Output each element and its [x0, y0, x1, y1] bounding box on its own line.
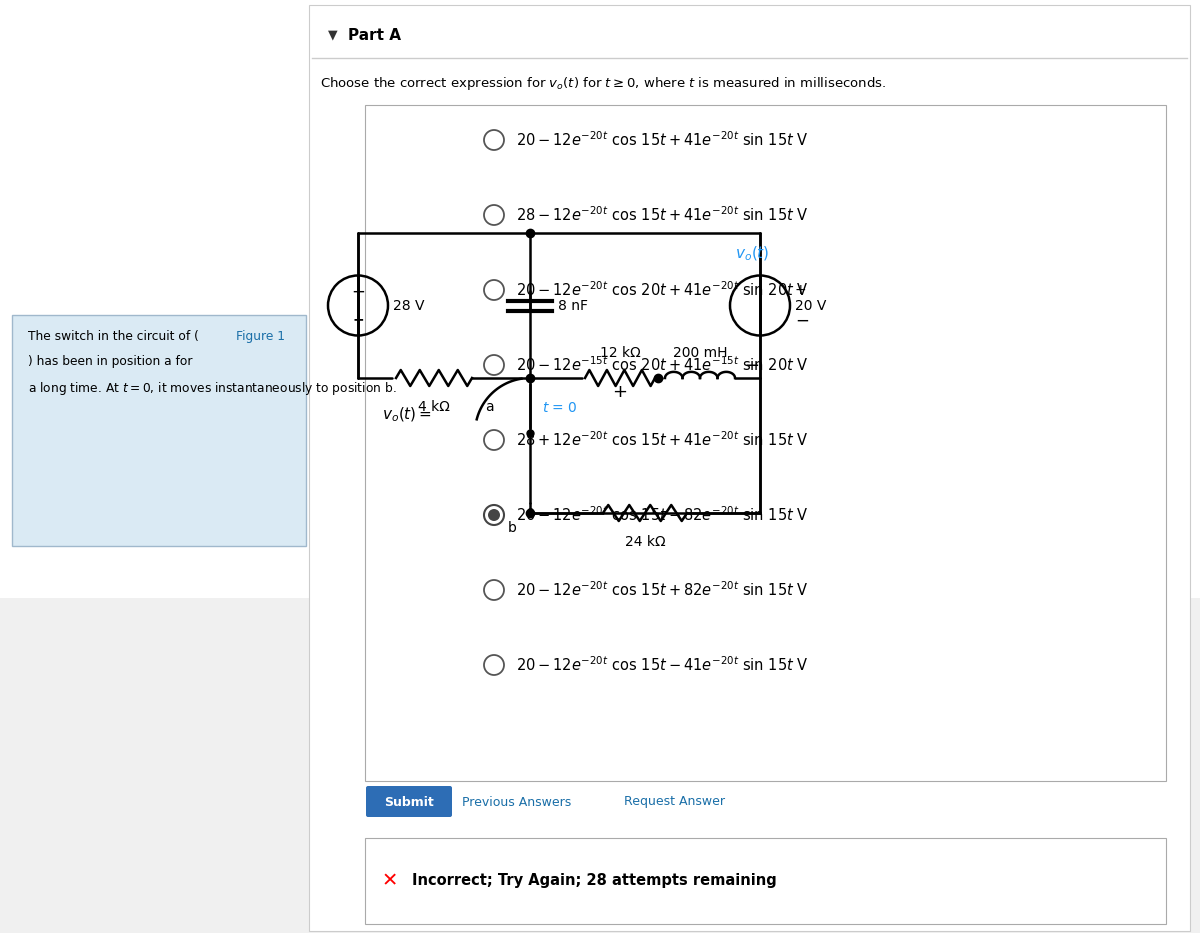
- Text: ✕: ✕: [382, 871, 398, 890]
- Text: +: +: [612, 383, 628, 401]
- Text: Incorrect; Try Again; 28 attempts remaining: Incorrect; Try Again; 28 attempts remain…: [412, 873, 776, 888]
- Text: 4 kΩ: 4 kΩ: [418, 400, 450, 414]
- Text: −: −: [744, 357, 760, 375]
- Text: +: +: [796, 284, 806, 298]
- FancyBboxPatch shape: [365, 838, 1166, 924]
- Text: Part A: Part A: [348, 28, 401, 43]
- Text: 24 kΩ: 24 kΩ: [625, 535, 665, 549]
- Text: 8 nF: 8 nF: [558, 299, 588, 313]
- Text: $28 + 12e^{-20t}$ cos $15t + 41e^{-20t}$ sin $15t$ V: $28 + 12e^{-20t}$ cos $15t + 41e^{-20t}$…: [516, 431, 809, 450]
- Text: The switch in the circuit of (: The switch in the circuit of (: [28, 330, 199, 343]
- Text: a long time. At $t = 0$, it moves instantaneously to position b.: a long time. At $t = 0$, it moves instan…: [28, 380, 396, 397]
- Text: $v_o(t)$: $v_o(t)$: [734, 245, 769, 263]
- Text: 28 V: 28 V: [394, 299, 425, 313]
- Text: b: b: [508, 521, 516, 535]
- Text: $28 - 12e^{-20t}$ cos $15t + 41e^{-20t}$ sin $15t$ V: $28 - 12e^{-20t}$ cos $15t + 41e^{-20t}$…: [516, 205, 809, 224]
- Text: 200 mH: 200 mH: [673, 346, 727, 360]
- Text: 12 kΩ: 12 kΩ: [600, 346, 641, 360]
- Text: $20 - 12e^{-20t}$ cos $15t + 82e^{-20t}$ sin $15t$ V: $20 - 12e^{-20t}$ cos $15t + 82e^{-20t}$…: [516, 580, 809, 599]
- Text: Figure 1: Figure 1: [236, 330, 286, 343]
- FancyBboxPatch shape: [310, 5, 1190, 931]
- Bar: [0, 0, 1200, 598]
- Text: −: −: [352, 283, 365, 300]
- Text: Submit: Submit: [384, 796, 434, 809]
- Text: ▼: ▼: [328, 28, 337, 41]
- Circle shape: [488, 509, 500, 521]
- Text: a: a: [485, 400, 493, 414]
- Text: −: −: [796, 312, 809, 329]
- Text: Choose the correct expression for $v_o(t)$ for $t \geq 0$, where $t$ is measured: Choose the correct expression for $v_o(t…: [320, 75, 886, 92]
- Text: $20 - 12e^{-20t}$ cos $15t + 41e^{-20t}$ sin $15t$ V: $20 - 12e^{-20t}$ cos $15t + 41e^{-20t}$…: [516, 131, 809, 149]
- Text: Request Answer: Request Answer: [624, 796, 725, 809]
- Text: $20 - 12e^{-20t}$ cos $20t + 41e^{-20t}$ sin $20t$ V: $20 - 12e^{-20t}$ cos $20t + 41e^{-20t}$…: [516, 281, 809, 299]
- Text: $20 - 12e^{-15t}$ cos $20t + 41e^{-15t}$ sin $20t$ V: $20 - 12e^{-15t}$ cos $20t + 41e^{-15t}$…: [516, 355, 809, 374]
- Text: $20 - 12e^{-20t}$ cos $15t - 82e^{-20t}$ sin $15t$ V: $20 - 12e^{-20t}$ cos $15t - 82e^{-20t}$…: [516, 506, 809, 524]
- FancyBboxPatch shape: [366, 786, 452, 817]
- Text: $v_o(t) =$: $v_o(t) =$: [382, 406, 432, 425]
- FancyBboxPatch shape: [365, 105, 1166, 781]
- Text: $20 - 12e^{-20t}$ cos $15t - 41e^{-20t}$ sin $15t$ V: $20 - 12e^{-20t}$ cos $15t - 41e^{-20t}$…: [516, 656, 809, 675]
- Text: Previous Answers: Previous Answers: [462, 796, 571, 809]
- Text: 20 V: 20 V: [796, 299, 827, 313]
- Text: +: +: [352, 313, 364, 327]
- FancyBboxPatch shape: [12, 315, 306, 546]
- Text: $\it{t}$ = 0: $\it{t}$ = 0: [542, 401, 577, 415]
- Text: ) has been in position a for: ) has been in position a for: [28, 355, 192, 368]
